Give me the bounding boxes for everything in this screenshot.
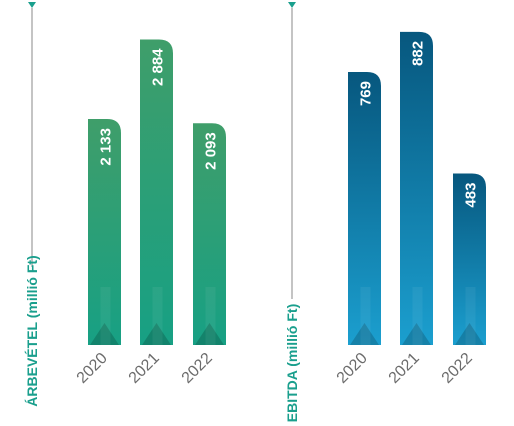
bar-value-label: 882: [410, 41, 427, 66]
bar-highlight: [100, 287, 111, 345]
axis-marker-icon: [288, 2, 296, 8]
ebitda-chart: EBITDA (millió Ft) 769 2020 882 2021 483 2022: [280, 2, 486, 426]
bar-highlight: [465, 287, 476, 345]
axis-marker-icon: [28, 2, 36, 8]
axis-label-background: [20, 267, 42, 395]
bar-value-label: 2 884: [150, 48, 167, 86]
x-tick-label: 2021: [386, 350, 423, 387]
bar-base-decoration: [402, 323, 431, 345]
bar-highlight: [205, 287, 216, 345]
x-tick-label: 2020: [74, 350, 111, 387]
bar-2021: [400, 31, 433, 346]
bar-value-label: 483: [463, 183, 480, 208]
y-axis-label: ÁRBEVÉTEL (millió Ft): [24, 255, 40, 406]
bar-value-label: 2 093: [203, 132, 220, 170]
bar-base-decoration: [350, 323, 379, 345]
x-tick-label: 2022: [439, 350, 476, 387]
revenue-chart: ÁRBEVÉTEL (millió Ft) 2 133 2020 2 884 2021 2…: [20, 2, 226, 407]
bar-highlight: [412, 287, 423, 345]
x-tick-label: 2021: [126, 350, 163, 387]
bar-value-label: 769: [358, 81, 375, 106]
x-tick-label: 2020: [334, 350, 371, 387]
bar-value-label: 2 133: [98, 128, 115, 166]
x-tick-label: 2022: [179, 350, 216, 387]
bar-highlight: [360, 287, 371, 345]
bar-base-decoration: [142, 323, 171, 345]
bar-2022: [193, 123, 226, 345]
bar-2020: [88, 119, 121, 345]
bar-2021: [140, 39, 173, 345]
bar-base-decoration: [195, 323, 224, 345]
axis-label-background: [280, 299, 302, 426]
bar-base-decoration: [90, 323, 119, 345]
bar-base-decoration: [455, 323, 484, 345]
bar-2022: [453, 173, 486, 345]
bar-highlight: [152, 287, 163, 345]
bar-2020: [348, 72, 381, 345]
y-axis-label: EBITDA (millió Ft): [284, 304, 300, 422]
